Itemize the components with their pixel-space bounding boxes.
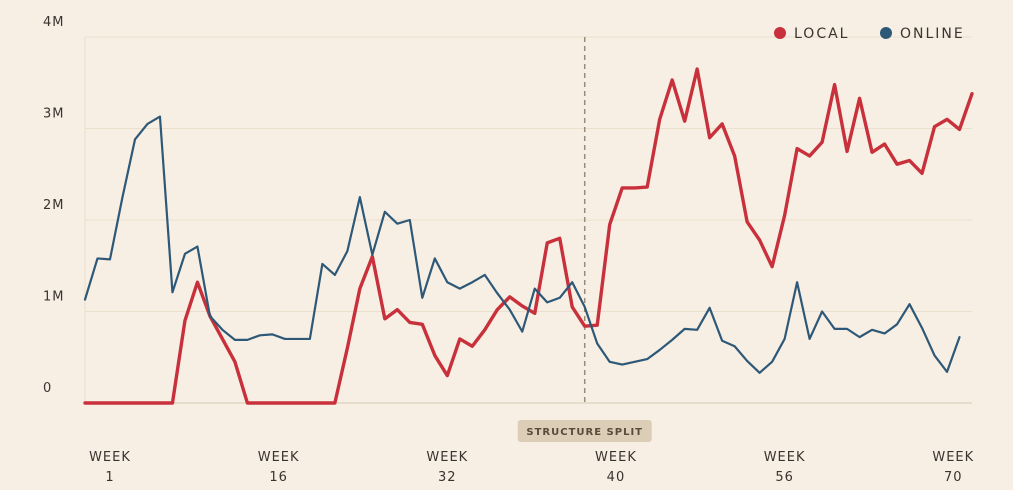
series-line-local <box>83 67 974 405</box>
x-tick-label-4: WEEK 56 <box>764 450 806 485</box>
legend-item-local: LOCAL <box>774 26 849 42</box>
x-tick-num-1: 16 <box>269 470 288 485</box>
y-tick-label-4: 4M <box>43 15 65 30</box>
legend-item-online: ONLINE <box>880 26 965 42</box>
y-tick-label-3: 3M <box>43 107 65 122</box>
x-tick-label-1: WEEK 16 <box>258 450 300 485</box>
x-tick-label-3: WEEK 40 <box>595 450 637 485</box>
structure-split-annotation: STRUCTURE SPLIT <box>517 37 652 442</box>
x-axis-ticks: WEEK 1 WEEK 16 WEEK 32 WEEK 40 WEEK 56 WEEK 70 <box>89 450 974 485</box>
x-tick-label-0: WEEK 1 <box>89 450 131 485</box>
x-tick-num-2: 32 <box>438 470 457 485</box>
y-tick-label-0: 0 <box>43 381 52 396</box>
legend-swatch-online <box>880 27 892 39</box>
x-tick-label-2: WEEK 32 <box>426 450 468 485</box>
y-tick-label-2: 2M <box>43 198 65 213</box>
series-lines <box>83 67 974 405</box>
x-tick-week-3: WEEK <box>595 450 637 465</box>
legend: LOCAL ONLINE <box>774 26 965 42</box>
x-tick-num-3: 40 <box>607 470 626 485</box>
legend-swatch-local <box>774 27 786 39</box>
x-tick-week-0: WEEK <box>89 450 131 465</box>
series-line-online <box>83 115 961 374</box>
x-tick-week-4: WEEK <box>764 450 806 465</box>
x-tick-week-1: WEEK <box>258 450 300 465</box>
split-label: STRUCTURE SPLIT <box>526 427 643 438</box>
x-tick-num-4: 56 <box>775 470 794 485</box>
x-tick-num-0: 1 <box>105 470 114 485</box>
split-label-box <box>517 420 652 442</box>
x-tick-label-5: WEEK 70 <box>932 450 974 485</box>
legend-label-local: LOCAL <box>794 26 849 42</box>
x-tick-week-5: WEEK <box>932 450 974 465</box>
y-tick-label-1: 1M <box>43 290 65 305</box>
x-tick-num-5: 70 <box>944 470 963 485</box>
series-local <box>83 67 974 405</box>
gridlines <box>84 36 972 404</box>
legend-label-online: ONLINE <box>900 26 965 42</box>
series-online <box>83 115 961 374</box>
y-axis-ticks: 0 1M 2M 3M 4M <box>43 15 65 396</box>
x-tick-week-2: WEEK <box>426 450 468 465</box>
